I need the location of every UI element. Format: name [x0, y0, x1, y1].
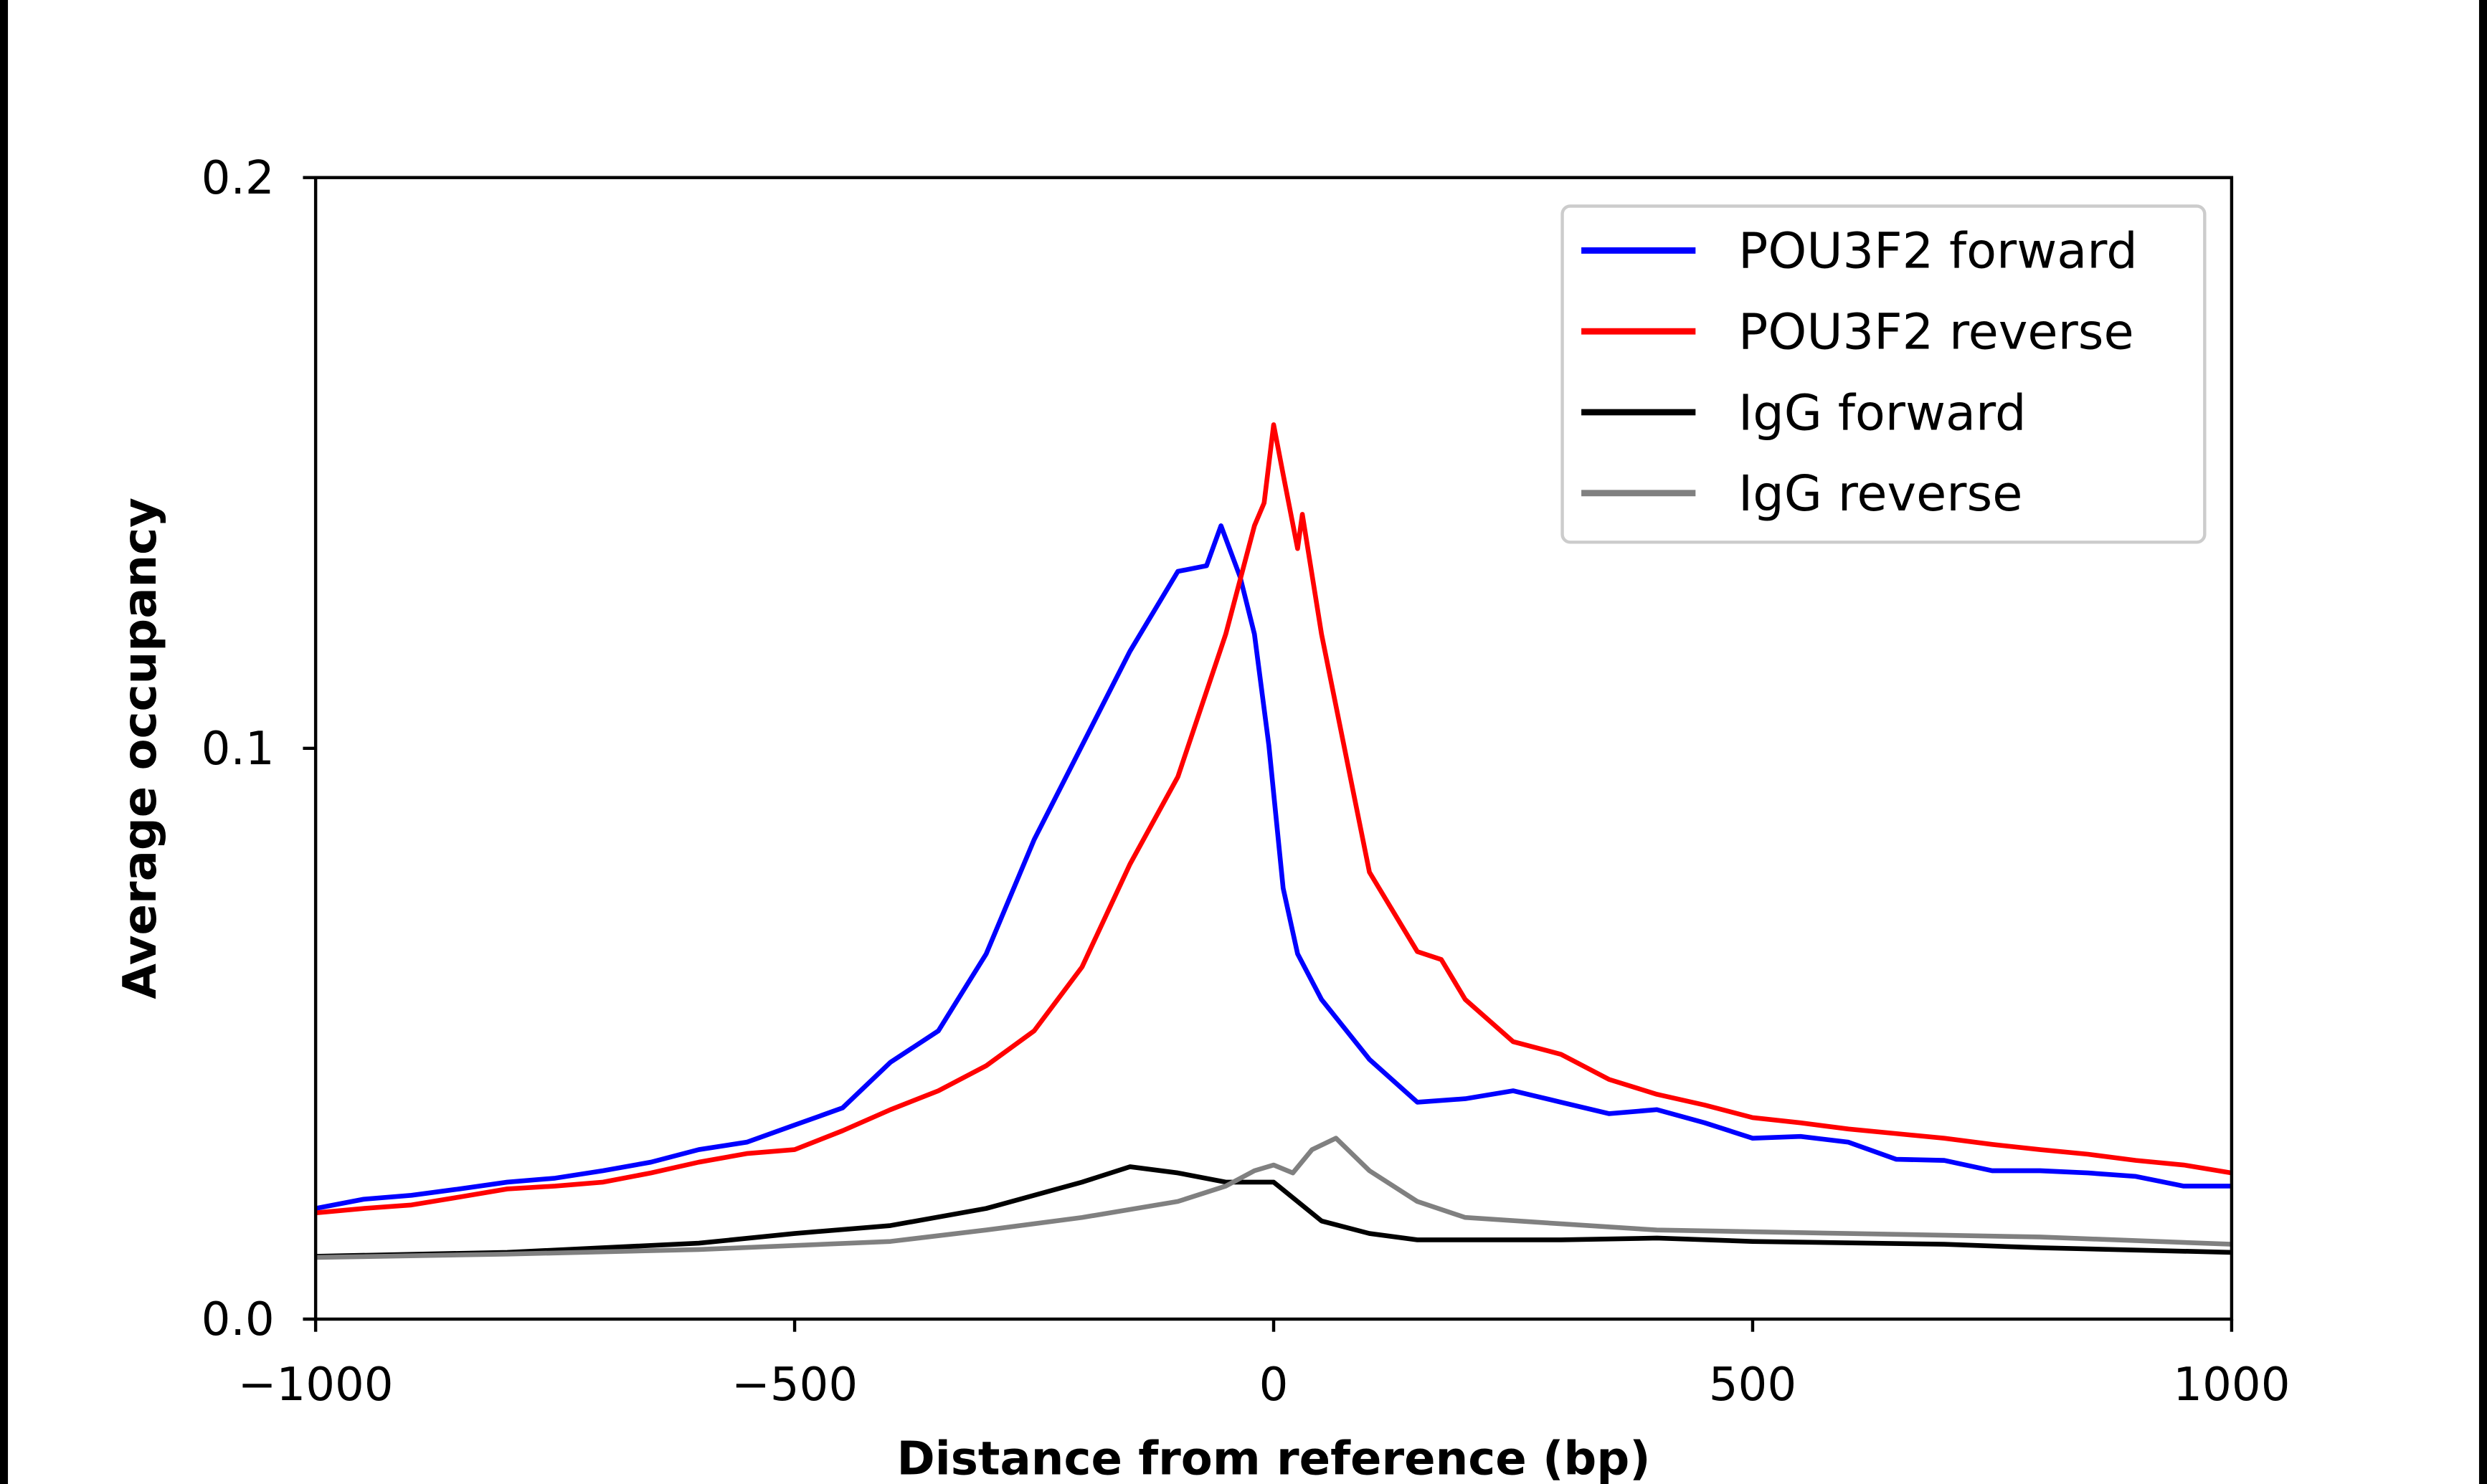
y-axis-label: Average occupancy [113, 498, 167, 999]
series-line-pou3f2-forward [315, 523, 2232, 1211]
legend-label: IgG reverse [1738, 465, 2022, 523]
x-tick-label: −500 [731, 1358, 858, 1412]
x-tick-label: 0 [1259, 1358, 1289, 1412]
series-layer [315, 422, 2232, 1260]
y-tick-label: 0.0 [202, 1293, 275, 1346]
y-axis: 0.0 0.1 0.2 [202, 151, 316, 1346]
x-tick-label: 500 [1709, 1358, 1796, 1412]
x-axis: −1000 −500 0 500 1000 [238, 1319, 2291, 1412]
series-line-pou3f2-reverse [315, 422, 2232, 1216]
x-tick-label: 1000 [2173, 1358, 2290, 1412]
legend: POU3F2 forward POU3F2 reverse IgG forward I… [1560, 204, 2207, 544]
y-tick-label: 0.1 [202, 722, 275, 776]
x-axis-label: Distance from reference (bp) [896, 1432, 1650, 1484]
y-tick-label: 0.2 [202, 151, 275, 205]
left-border [0, 0, 9, 1484]
legend-box [1560, 204, 2207, 544]
legend-label: IgG forward [1738, 384, 2026, 442]
right-border [2478, 0, 2487, 1484]
series-line-igg-forward [316, 1164, 2232, 1259]
legend-label: POU3F2 forward [1738, 223, 2138, 280]
legend-label: POU3F2 reverse [1738, 304, 2134, 361]
x-tick-label: −1000 [238, 1358, 394, 1412]
series-line-igg-reverse [316, 1136, 2232, 1260]
